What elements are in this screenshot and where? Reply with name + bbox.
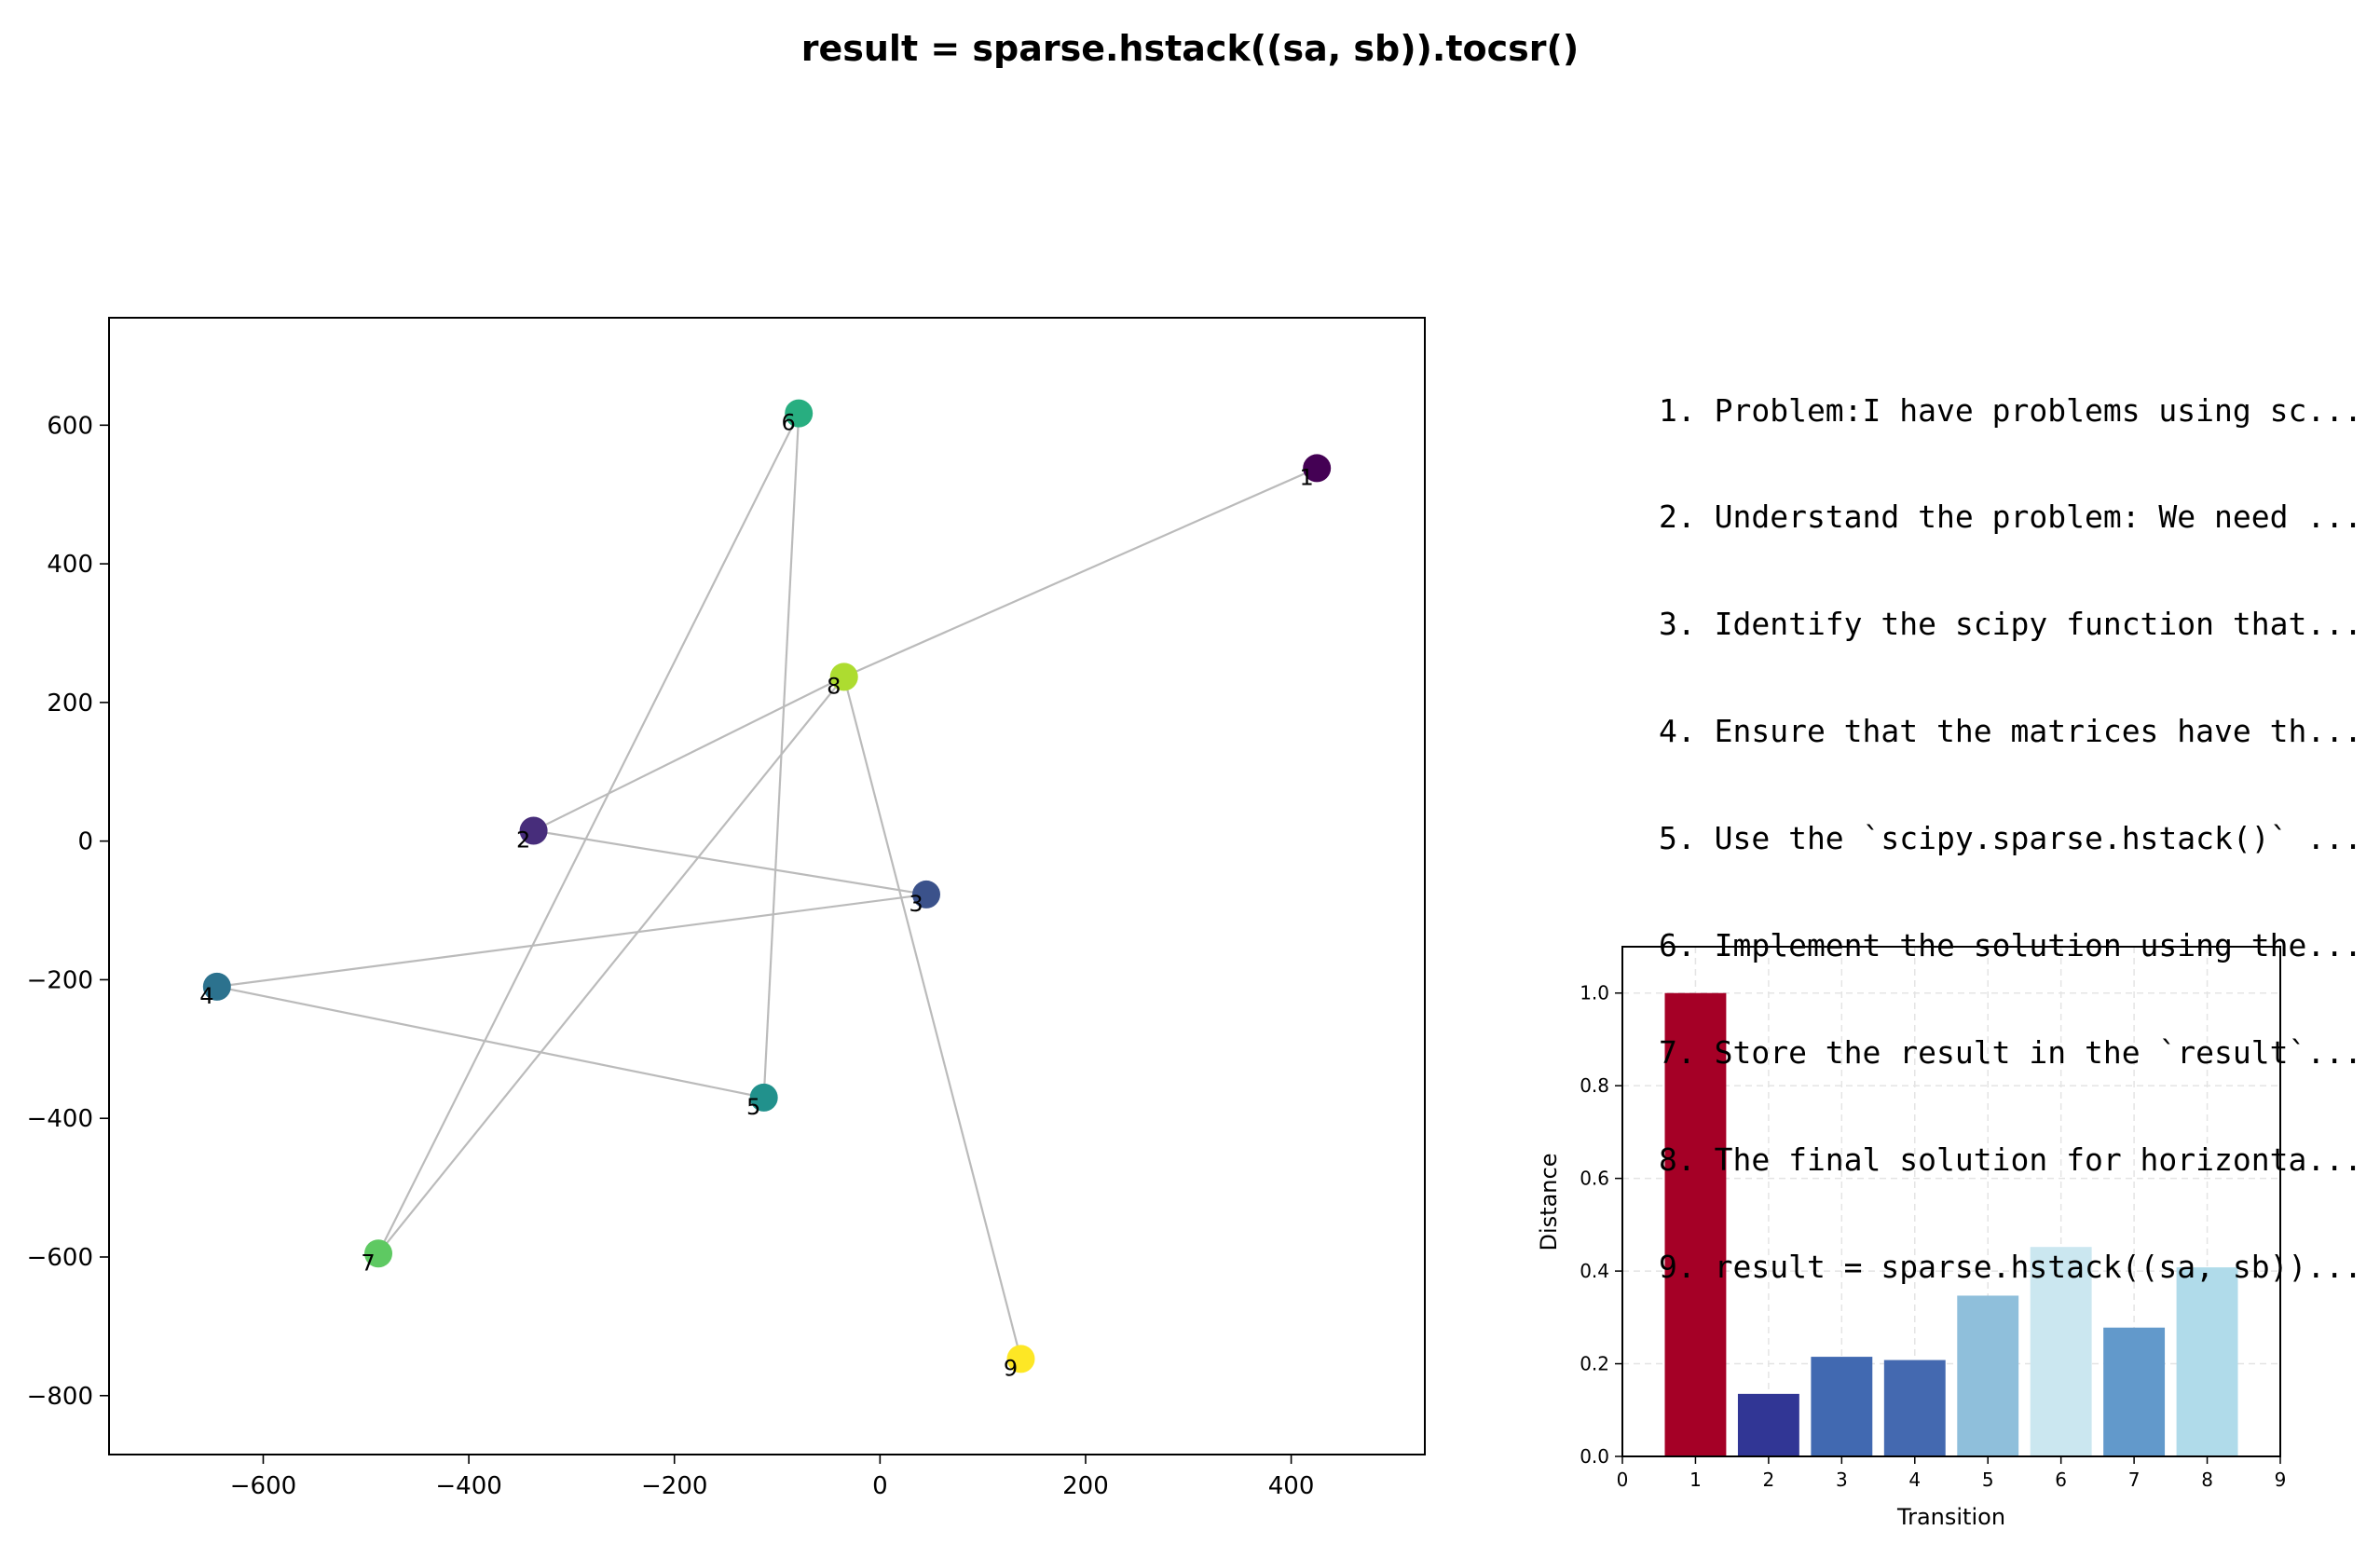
step-item: 8. The final solution for horizonta...: [1659, 1141, 2362, 1178]
path-lines: [216, 413, 1318, 1360]
path-segment: [533, 676, 845, 832]
y-tick-label: 0: [77, 828, 93, 856]
point-labels: 1 2 3 4 5 6 7 8 9: [199, 410, 1314, 1382]
y-tick-label: 400: [47, 551, 93, 579]
path-segment: [377, 413, 800, 1254]
y-tick-label: −800: [27, 1383, 93, 1411]
point-label: 9: [1004, 1355, 1018, 1381]
step-item: 4. Ensure that the matrices have th...: [1659, 713, 2362, 750]
step-item: 1. Problem:I have problems using sc...: [1659, 391, 2362, 429]
scatter-point: [749, 1083, 778, 1112]
step-item: 5. Use the `scipy.sparse.hstack()` ...: [1659, 820, 2362, 857]
steps-list: 1. Problem:I have problems using sc... 2…: [1659, 321, 2362, 1320]
points: [202, 399, 1332, 1373]
y-tick-label: −600: [27, 1244, 93, 1272]
path-segment: [377, 676, 845, 1254]
y-tick-label: 600: [47, 412, 93, 440]
path-segment: [842, 676, 1022, 1360]
x-axis-ticks: −600 −400 −200 0 200 400: [230, 1455, 1315, 1500]
scatter-point: [1303, 454, 1332, 483]
x-tick-label: 0: [872, 1472, 888, 1500]
path-segment: [843, 467, 1318, 678]
scatter-point: [519, 816, 548, 845]
x-tick-label: 200: [1062, 1472, 1109, 1500]
scatter-point: [829, 663, 858, 691]
point-label: 4: [199, 983, 213, 1009]
point-label: 2: [516, 827, 530, 853]
x-tick-label: −200: [641, 1472, 707, 1500]
y-tick-label: 200: [47, 690, 93, 717]
scatter-point: [202, 972, 231, 1001]
x-tick-label: −400: [435, 1472, 501, 1500]
step-item: 6. Implement the solution using the...: [1659, 927, 2362, 964]
point-label: 1: [1300, 464, 1314, 490]
point-label: 3: [909, 891, 923, 917]
scatter-point: [911, 880, 940, 909]
path-segment: [216, 985, 764, 1099]
scatter-point: [1006, 1345, 1035, 1373]
point-label: 7: [361, 1250, 375, 1276]
point-label: 5: [746, 1094, 760, 1120]
step-item: 7. Store the result in the `result`...: [1659, 1033, 2362, 1071]
scatter-plot-frame: [108, 317, 1426, 1455]
path-segment: [533, 829, 927, 896]
x-tick-label: −600: [230, 1472, 296, 1500]
step-item: 2. Understand the problem: We need ...: [1659, 499, 2362, 536]
step-item: 3. Identify the scipy function that...: [1659, 606, 2362, 643]
y-tick-label: −200: [27, 966, 93, 994]
point-label: 8: [827, 673, 841, 699]
y-tick-label: −400: [27, 1105, 93, 1133]
step-item: 9. result = sparse.hstack((sa, sb))...: [1659, 1248, 2362, 1285]
x-tick-label: 400: [1268, 1472, 1315, 1500]
scatter-point: [364, 1239, 393, 1268]
path-segment: [216, 893, 927, 988]
y-axis-ticks: 600 400 200 0 −200 −400 −600 −800: [27, 412, 109, 1411]
scatter-point: [785, 399, 814, 428]
point-label: 6: [782, 410, 796, 436]
figure-title: result = sparse.hstack((sa, sb)).tocsr(): [800, 28, 1580, 69]
